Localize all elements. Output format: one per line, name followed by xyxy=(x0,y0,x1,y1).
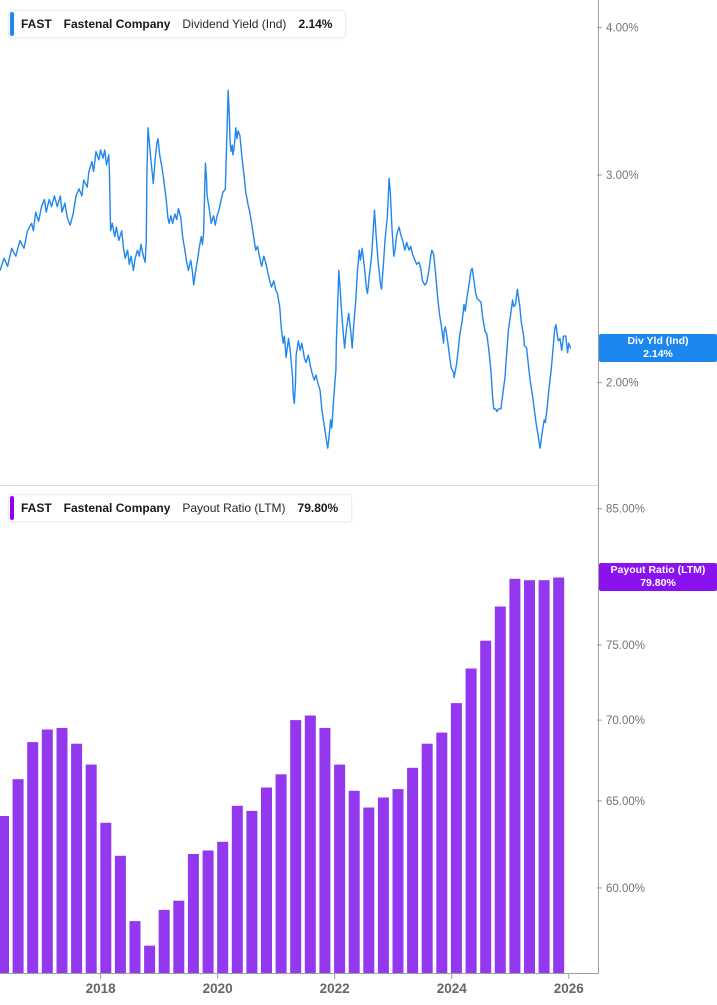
payout-ratio-bar xyxy=(144,945,156,973)
x-tick-label: 2024 xyxy=(437,981,468,996)
dividend-yield-line xyxy=(0,89,572,449)
payout-ratio-bar xyxy=(202,850,214,973)
payout-ratio-bar xyxy=(56,727,68,973)
payout-ratio-bar xyxy=(85,764,97,973)
payout-ratio-bar xyxy=(509,578,521,973)
company-name-label: Fastenal Company xyxy=(63,17,171,31)
ticker-label: FAST xyxy=(21,17,52,31)
y-tick-label: 60.00% xyxy=(606,883,645,895)
payout-ratio-bar xyxy=(480,640,492,973)
payout-ratio-bar xyxy=(114,855,126,973)
y-tick-label: 3.00% xyxy=(606,170,639,182)
x-tick-label: 2018 xyxy=(86,981,117,996)
payout-ratio-bar xyxy=(12,779,24,973)
payout-ratio-bar xyxy=(0,816,9,973)
payout-ratio-axis-badge: Payout Ratio (LTM) 79.80% xyxy=(599,563,717,591)
y-tick-label: 65.00% xyxy=(606,796,645,808)
payout-ratio-bar xyxy=(27,742,39,973)
x-tick-label: 2022 xyxy=(320,981,350,996)
badge-series-label: Div Yld (Ind) xyxy=(627,335,689,347)
payout-ratio-bar xyxy=(129,921,141,973)
payout-ratio-bar xyxy=(524,580,535,973)
payout-ratio-bar xyxy=(275,774,287,973)
metric-name-label: Dividend Yield (Ind) xyxy=(182,17,287,31)
x-tick-label: 2026 xyxy=(554,981,585,996)
badge-series-label: Payout Ratio (LTM) xyxy=(610,564,706,576)
badge-value-label: 79.80% xyxy=(640,577,676,589)
payout-ratio-bar xyxy=(290,720,302,973)
payout-ratio-bar xyxy=(41,729,53,973)
payout-ratio-bar xyxy=(246,810,258,973)
payout-ratio-bar xyxy=(261,787,272,973)
dividend-yield-plot-area[interactable] xyxy=(0,0,598,485)
payout-ratio-bar xyxy=(494,606,506,973)
payout-ratio-bar xyxy=(231,805,243,973)
y-tick-label: 75.00% xyxy=(606,640,645,652)
y-tick-label: 70.00% xyxy=(606,715,645,727)
payout-ratio-bar xyxy=(407,767,419,973)
badge-value-label: 2.14% xyxy=(643,348,673,360)
payout-ratio-bar xyxy=(436,732,448,973)
metric-value-label: 79.80% xyxy=(297,501,339,515)
x-tick-label: 2020 xyxy=(203,981,233,996)
payout-ratio-bar xyxy=(319,727,331,973)
payout-ratio-accent-bar xyxy=(10,496,14,520)
payout-ratio-bar xyxy=(304,715,316,973)
payout-ratio-bar xyxy=(348,790,360,973)
payout-ratio-bar xyxy=(465,668,477,973)
dividend-yield-axis-badge: Div Yld (Ind) 2.14% xyxy=(599,334,717,362)
y-tick-label: 4.00% xyxy=(606,23,639,35)
payout-ratio-bar xyxy=(421,743,433,973)
payout-ratio-bar xyxy=(334,764,346,973)
company-name-label: Fastenal Company xyxy=(63,501,171,515)
payout-ratio-bar xyxy=(71,743,83,973)
payout-ratio-series-pill[interactable]: FAST Fastenal Company Payout Ratio (LTM)… xyxy=(8,494,353,522)
payout-ratio-bar xyxy=(217,841,229,973)
payout-ratio-bar xyxy=(363,807,375,973)
payout-ratio-bar xyxy=(538,580,550,973)
payout-ratio-bar xyxy=(173,900,185,973)
y-tick-label: 2.00% xyxy=(606,378,639,390)
dividend-yield-series-pill[interactable]: FAST Fastenal Company Dividend Yield (In… xyxy=(8,10,347,38)
payout-ratio-bar xyxy=(392,789,404,973)
payout-ratio-plot-area[interactable] xyxy=(0,486,598,973)
y-tick-label: 85.00% xyxy=(606,504,645,516)
metric-name-label: Payout Ratio (LTM) xyxy=(182,501,286,515)
payout-ratio-bar xyxy=(553,577,565,973)
payout-ratio-bar xyxy=(187,854,199,973)
ticker-label: FAST xyxy=(21,501,52,515)
payout-ratio-bar xyxy=(100,822,112,973)
metric-value-label: 2.14% xyxy=(298,17,333,31)
payout-ratio-bar xyxy=(158,909,170,973)
payout-ratio-bar xyxy=(377,797,389,973)
payout-ratio-bar xyxy=(450,703,462,973)
dividend-yield-accent-bar xyxy=(10,12,14,36)
